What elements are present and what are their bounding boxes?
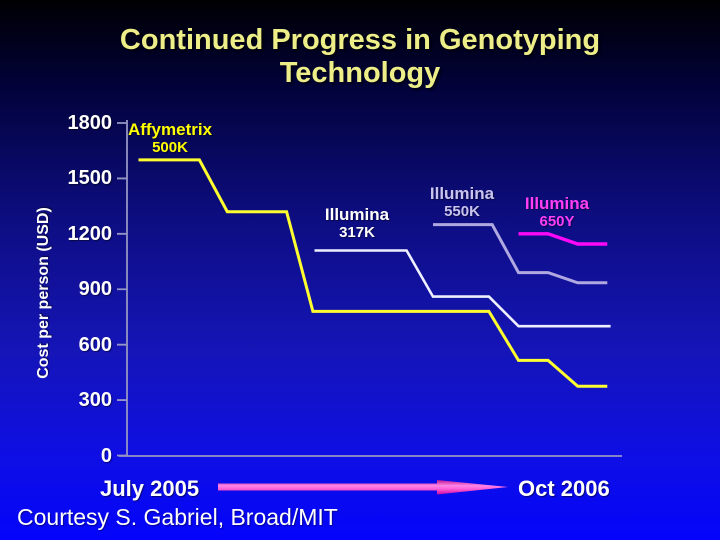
- y-tick-label-1800: 1800: [67, 112, 113, 134]
- series-line-illumina-650y: [518, 232, 608, 246]
- series-label-name: Illumina: [429, 184, 495, 203]
- series-label-name: Illumina: [524, 194, 590, 213]
- series-line-illumina-550k: [433, 223, 608, 285]
- series-label-chip: 650Y: [539, 213, 575, 230]
- slide-title: Continued Progress in Genotyping Technol…: [0, 24, 720, 90]
- slide-title-line1: Continued Progress in Genotyping: [119, 24, 601, 56]
- series-label-affymetrix-500k: Affymetrix 500K: [128, 120, 212, 157]
- y-tick-label-0: 0: [100, 444, 112, 467]
- y-tick-label-1200: 1200: [67, 222, 113, 245]
- series-label-name: Affymetrix: [127, 120, 213, 139]
- y-tick-label-300: 300: [78, 389, 112, 412]
- series-label-name: Illumina: [324, 205, 390, 224]
- series-label-chip: 317K: [339, 224, 375, 241]
- series-label-illumina-650y: Illumina 650Y: [525, 194, 589, 231]
- x-axis-end-label: Oct 2006: [518, 476, 610, 501]
- credit-text: Courtesy S. Gabriel, Broad/MIT: [17, 504, 338, 530]
- series-label-illumina-550k: Illumina 550K: [430, 184, 494, 221]
- x-axis-start-label: July 2005: [100, 476, 200, 501]
- axes: [117, 120, 622, 457]
- series-label-chip: 500K: [152, 139, 188, 156]
- series-label-illumina-317k: Illumina 317K: [325, 205, 389, 242]
- series-line-illumina-317k: [314, 249, 611, 328]
- timeline-arrow: [218, 480, 508, 495]
- y-tick-label-600: 600: [78, 333, 112, 356]
- y-tick-label-1500: 1500: [67, 167, 113, 190]
- series-label-chip: 550K: [444, 203, 480, 220]
- series-line-affymetrix-500k: [138, 158, 608, 388]
- y-tick-label-900: 900: [78, 278, 112, 301]
- slide-title-line2: Technology: [279, 57, 441, 89]
